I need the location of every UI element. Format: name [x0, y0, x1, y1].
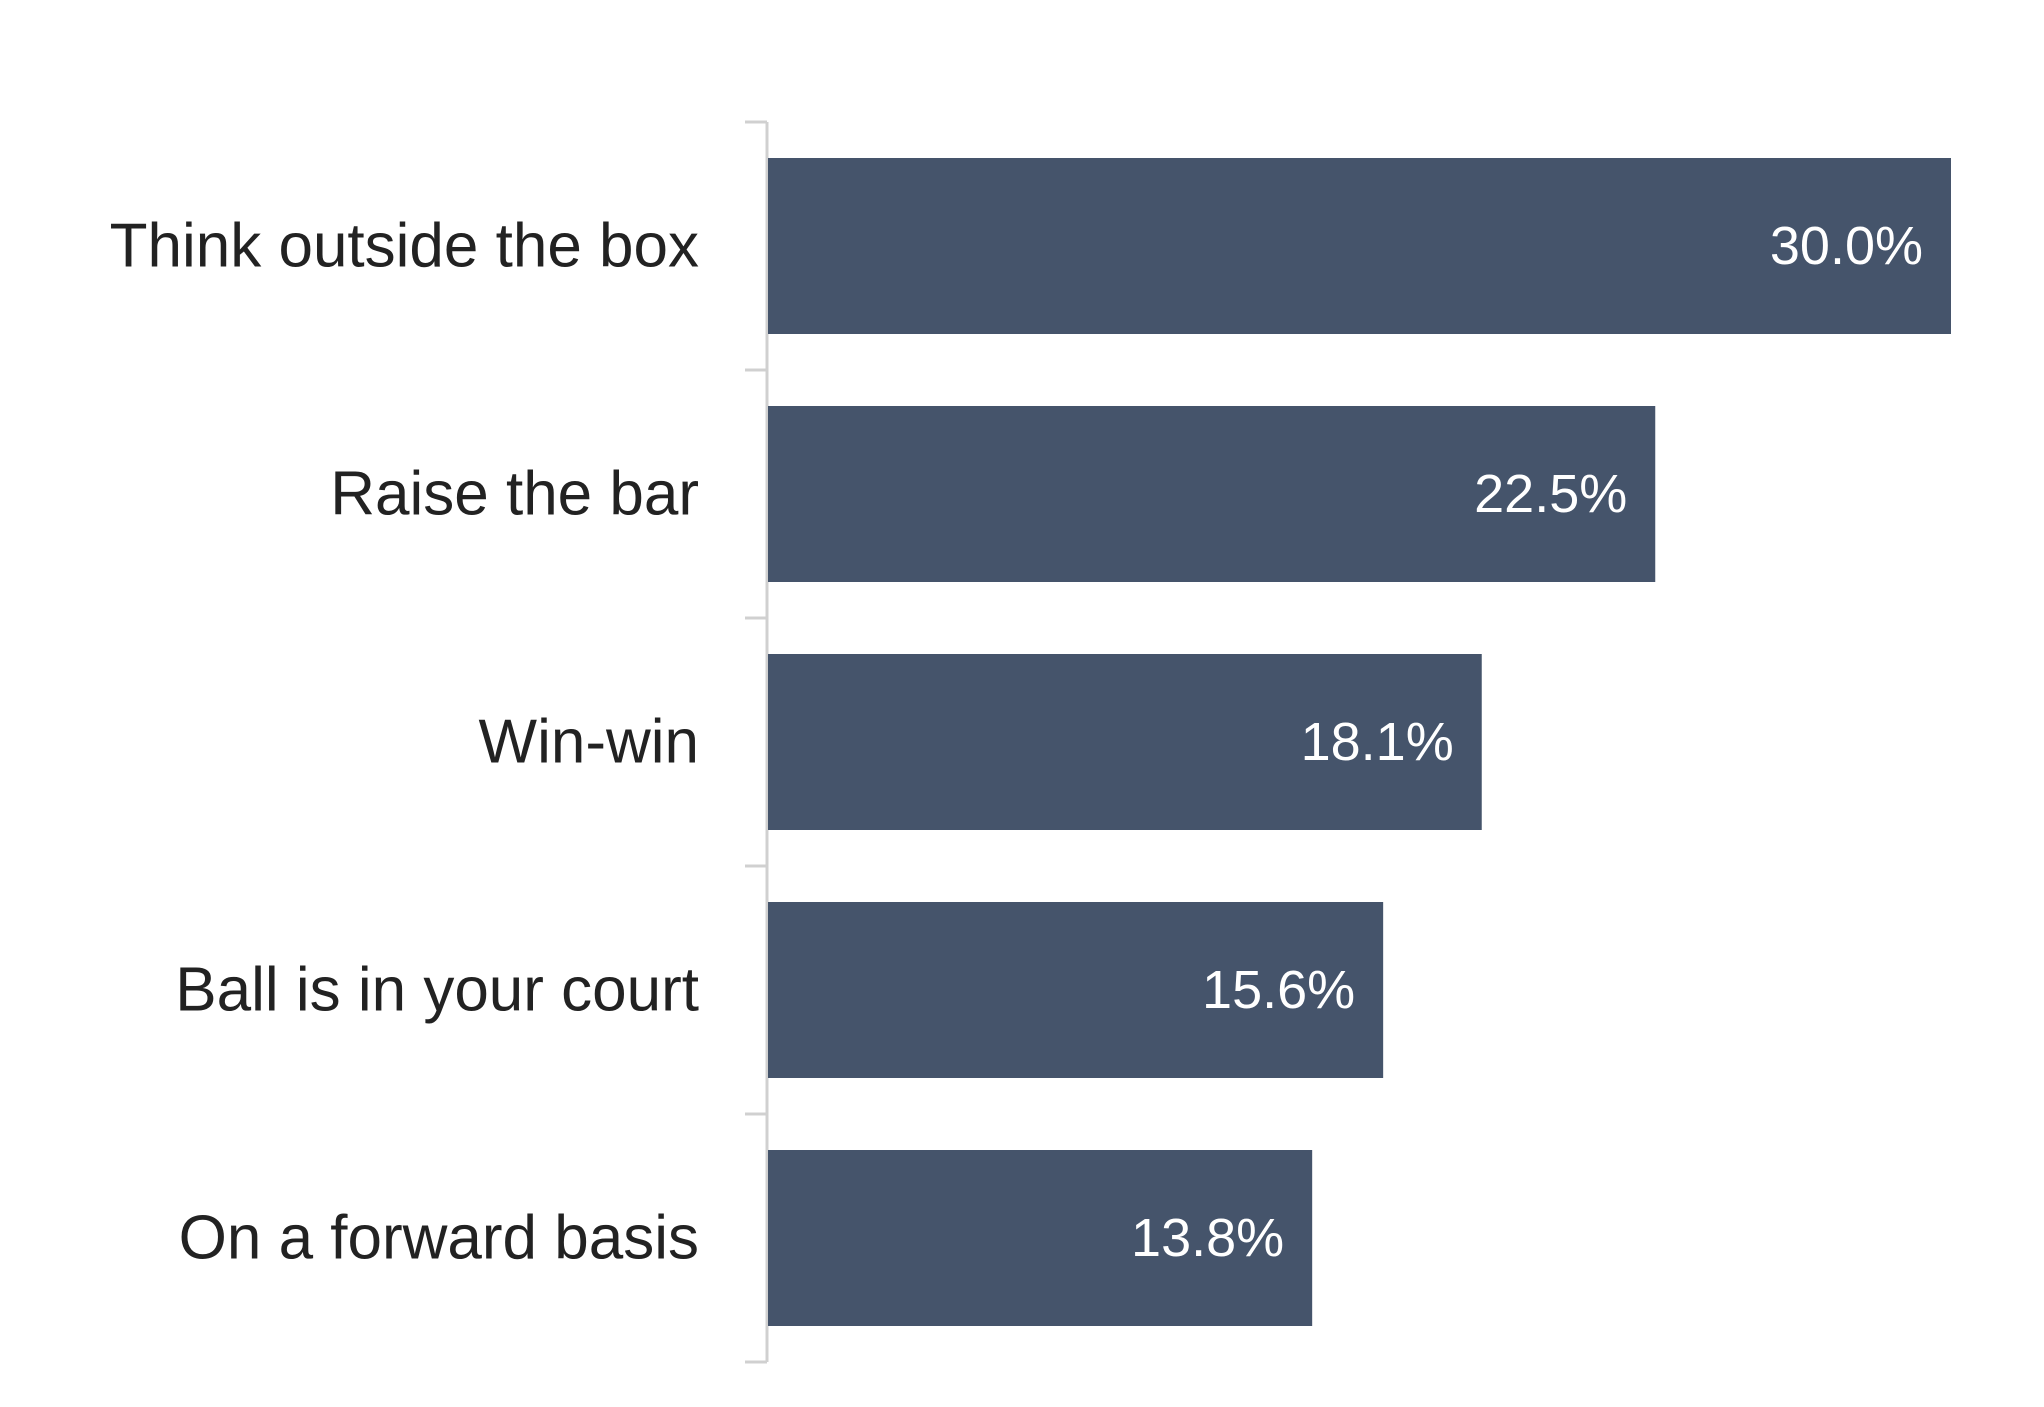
value-label: 30.0% — [1770, 216, 1923, 276]
value-label-layer: 30.0% 22.5% 18.1% 15.6% 13.8% — [1131, 216, 1923, 1268]
category-label: Think outside the box — [110, 212, 699, 281]
value-label: 13.8% — [1131, 1208, 1284, 1268]
category-label-layer: Think outside the box Raise the bar Win-wi… — [110, 212, 699, 1273]
category-label: Win-win — [479, 708, 699, 777]
category-label: Ball is in your court — [175, 956, 699, 1025]
value-label: 22.5% — [1474, 464, 1627, 524]
value-label: 18.1% — [1301, 712, 1454, 772]
bar — [768, 654, 1482, 830]
bar-layer — [768, 158, 1951, 1326]
category-label: On a forward basis — [179, 1204, 699, 1273]
category-label: Raise the bar — [330, 460, 699, 529]
bar — [768, 902, 1384, 1078]
bar — [768, 158, 1951, 334]
bar — [768, 1150, 1313, 1326]
value-label: 15.6% — [1202, 960, 1355, 1020]
bar — [768, 406, 1656, 582]
axis-layer — [745, 120, 769, 1364]
